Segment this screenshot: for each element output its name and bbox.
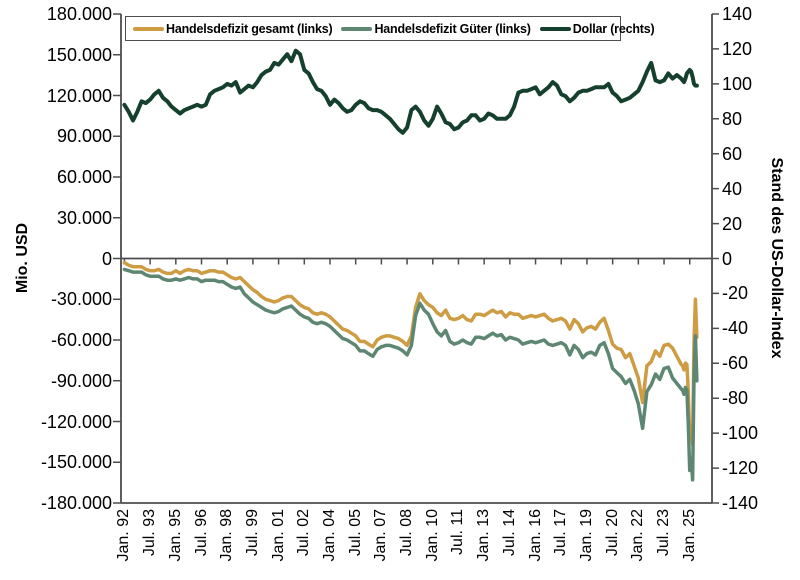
series-line-1 [122,267,699,482]
y-left-tick-label: 90.000 [56,126,112,147]
legend-item-goods-deficit: Handelsdefizit Güter (links) [341,21,531,36]
x-tick-label: Jan. 13 [475,509,493,562]
y-left-tick-label: -30.000 [50,289,112,310]
x-tick-label: Jul. 05 [346,509,364,557]
legend-line-sample-goods [341,26,373,31]
y-left-tick-label: 180.000 [46,4,112,24]
x-tick-label: Jan. 22 [629,509,647,562]
x-tick-label: Jul. 02 [295,509,313,557]
x-tick-label: Jan. 10 [423,509,441,562]
x-tick-label: Jan. 25 [680,509,698,562]
y-right-tick-label: 0 [722,248,733,269]
x-tick-label: Jan. 98 [218,509,236,562]
x-tick-label: Jul. 11 [449,509,467,555]
x-tick-label: Jul. 17 [552,509,570,557]
y-left-tick-label: -90.000 [50,370,112,391]
legend-item-dollar: Dollar (rechts) [539,21,655,36]
legend-line-sample-total [133,26,164,31]
y-right-tick-label: -20 [722,283,749,304]
legend-label-dollar: Dollar (rechts) [572,21,655,36]
x-tick-label: Jan. 95 [166,509,184,562]
y-right-tick-label: -60 [722,353,749,374]
legend-item-total-deficit: Handelsdefizit gesamt (links) [133,21,333,36]
y-right-tick-label: 120 [722,38,753,59]
x-tick-label: Jul. 08 [398,509,416,557]
y-right-tick-label: -140 [722,493,759,513]
y-left-tick-label: -150.000 [40,452,112,473]
y-right-tick-label: 100 [722,73,753,94]
x-tick-label: Jul. 14 [500,509,518,557]
x-tick-label: Jan. 19 [577,509,595,562]
y-left-tick-label: -180.000 [40,493,112,513]
y-left-tick-label: 60.000 [56,167,112,187]
left-axis-title: Mio. USD [14,222,31,294]
y-right-tick-label: 140 [722,4,753,24]
x-tick-label: Jul. 99 [243,509,261,557]
x-tick-label: Jan. 01 [269,509,287,562]
y-left-tick-label: -120.000 [40,411,112,432]
y-left-tick-label: -60.000 [50,330,112,350]
x-tick-label: Jan. 04 [320,509,338,562]
y-right-tick-label: -40 [722,318,749,339]
legend-label-goods: Handelsdefizit Güter (links) [374,21,531,36]
x-tick-label: Jan. 92 [115,509,133,562]
y-left-tick-label: 0 [101,248,112,269]
y-left-tick-label: 120.000 [46,85,112,106]
x-tick-label: Jul. 20 [603,509,621,557]
y-right-tick-label: 20 [722,213,743,234]
right-axis-title: Stand des US-Dollar-Index [768,157,785,359]
series-line-0 [122,260,699,447]
x-tick-label: Jan. 07 [372,509,390,562]
x-tick-label: Jul. 96 [192,509,210,557]
x-tick-label: Jan. 16 [526,509,544,562]
series-line-2 [122,48,699,135]
y-right-tick-label: 60 [722,143,743,164]
y-right-tick-label: -100 [722,423,759,444]
y-right-tick-label: 80 [722,108,743,129]
legend-line-sample-dollar [539,26,571,31]
x-tick-label: Jul. 23 [655,509,673,557]
legend-label-total: Handelsdefizit gesamt (links) [166,21,333,36]
y-left-tick-label: 30.000 [56,207,112,228]
y-right-tick-label: -120 [722,458,759,479]
x-tick-label: Jul. 93 [141,509,159,557]
y-left-tick-label: 150.000 [46,44,112,65]
y-right-tick-label: 40 [722,178,743,199]
legend: Handelsdefizit gesamt (links) Handelsdef… [125,16,655,41]
y-right-tick-label: -80 [722,388,749,409]
